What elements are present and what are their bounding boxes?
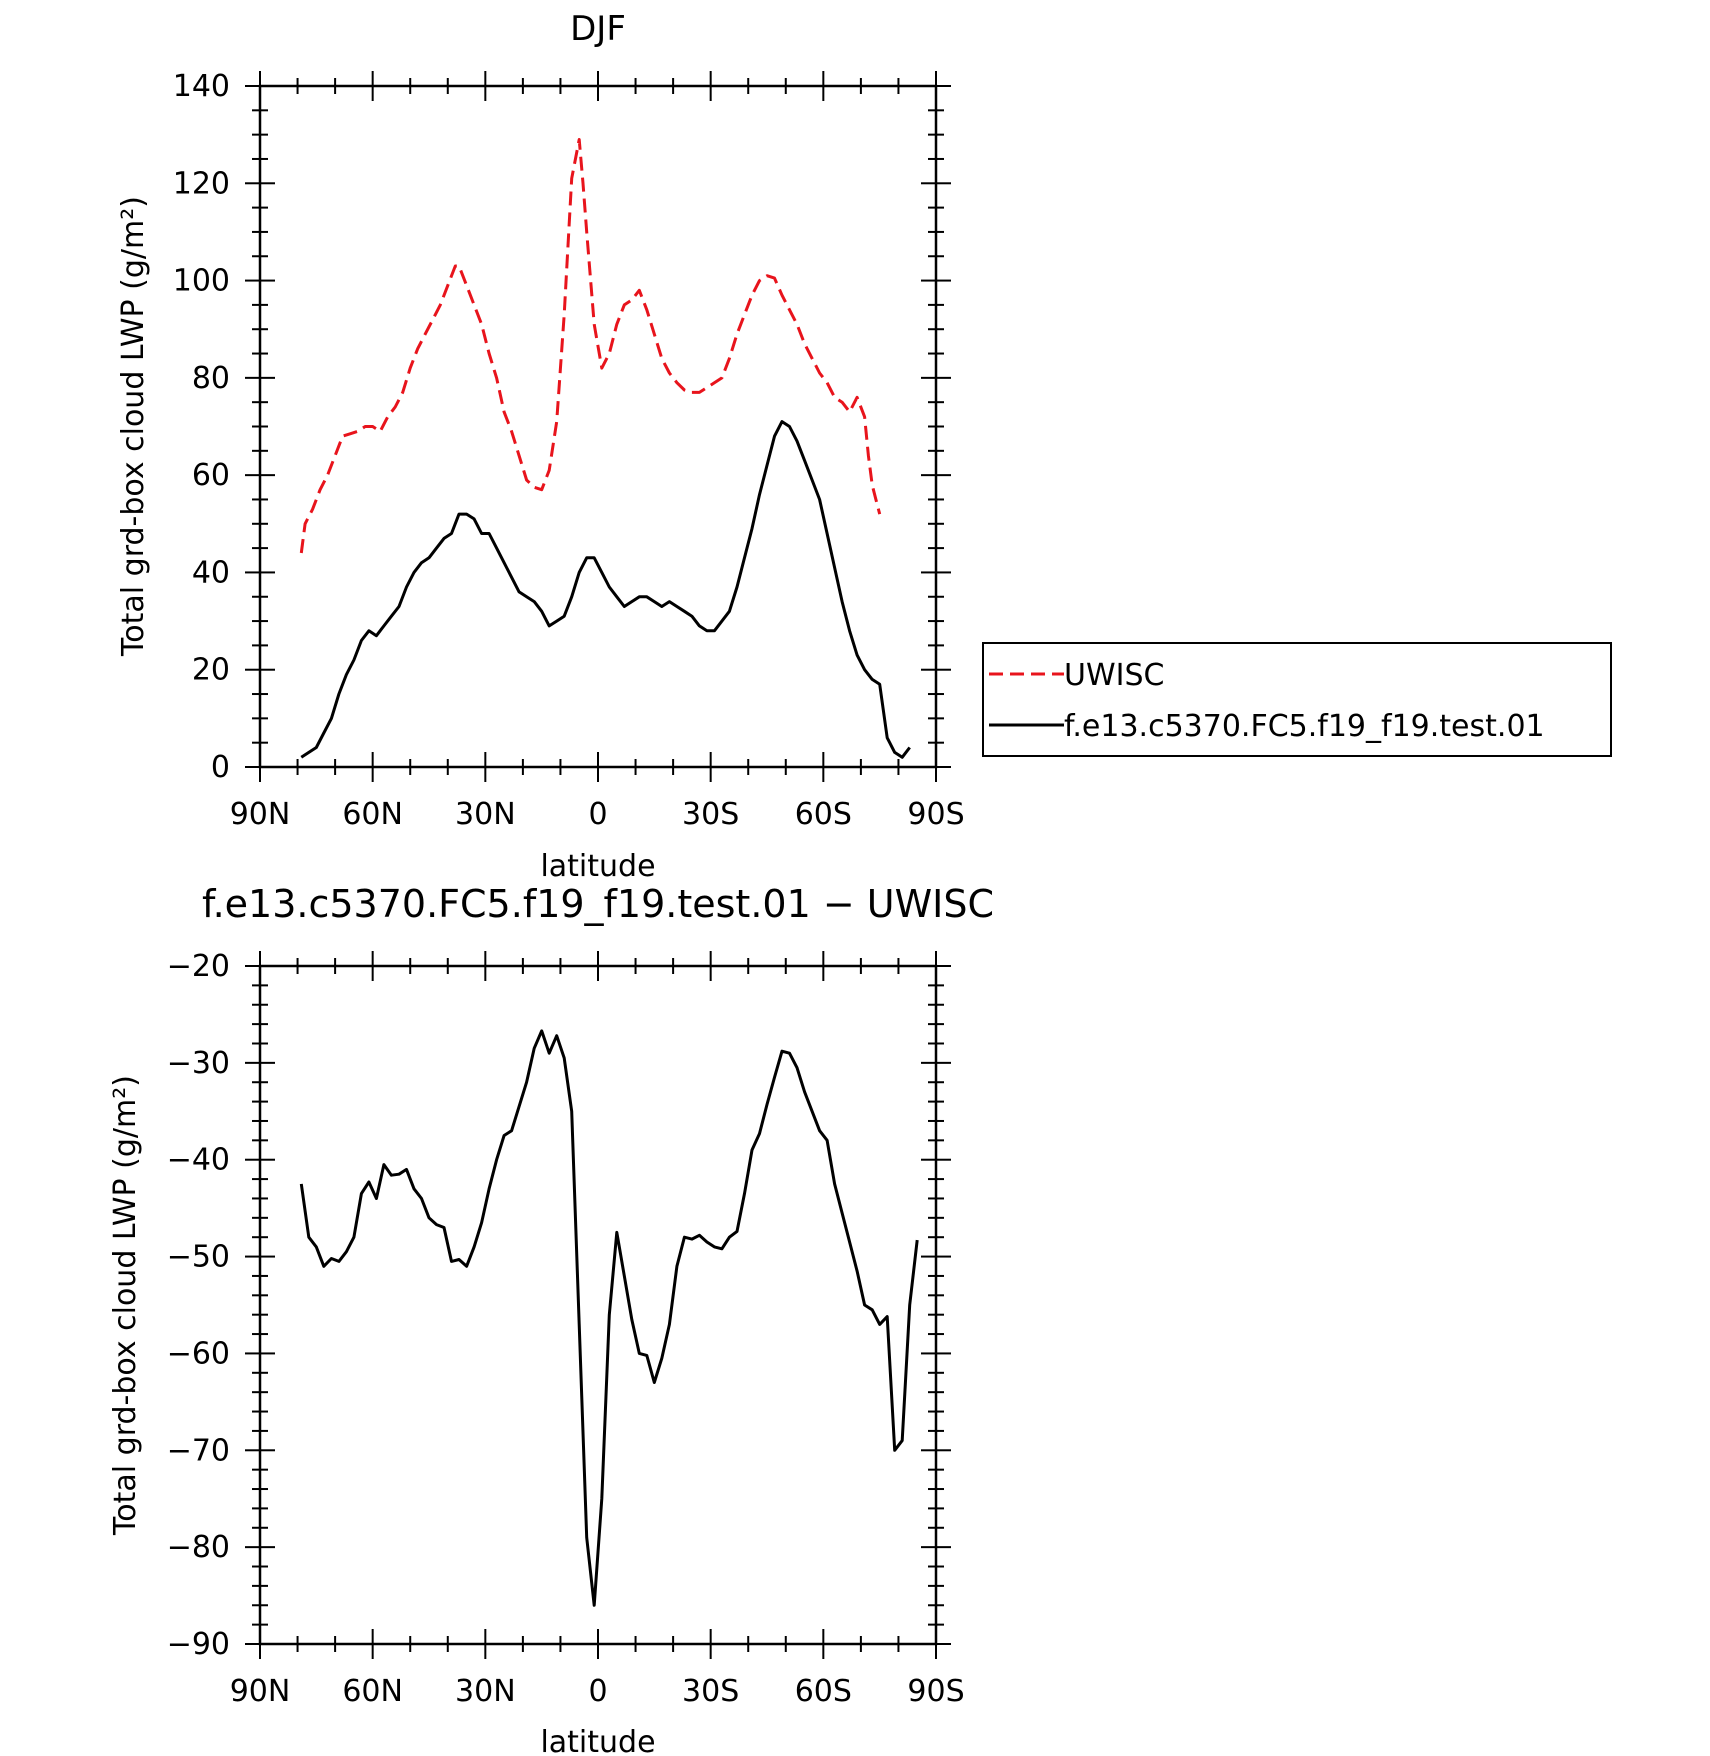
top-series <box>299 138 911 759</box>
top-x-tick-label: 60N <box>342 797 403 832</box>
top-x-axis-label: latitude <box>540 849 655 884</box>
top-y-tick-label: 20 <box>192 653 230 688</box>
top-x-tick-label: 30N <box>455 797 516 832</box>
bottom-ticks <box>245 951 951 1659</box>
top-tick-labels: 90N 60N 30N 0 30S 60S 90S 0 20 40 60 80 100 120 140 <box>173 69 965 832</box>
bottom-y-tick-label: −50 <box>167 1240 230 1275</box>
bottom-x-tick-label: 90S <box>907 1674 964 1709</box>
top-y-tick-label: 120 <box>173 166 230 201</box>
bottom-series <box>299 1029 919 1607</box>
bottom-y-tick-label: −60 <box>167 1336 230 1371</box>
top-x-tick-label: 60S <box>795 797 852 832</box>
top-y-axis-label: Total grd-box cloud LWP (g/m²) <box>116 196 151 657</box>
bottom-y-tick-label: −40 <box>167 1143 230 1178</box>
legend-label-uwisc: UWISC <box>1064 658 1164 693</box>
bottom-x-tick-label: 30S <box>682 1674 739 1709</box>
top-y-tick-label: 40 <box>192 555 230 590</box>
top-panel: DJF 90N 60N 30N 0 30S 60S 90S 0 20 40 60 80 100 120 14… <box>116 9 965 884</box>
bottom-x-tick-label: 60N <box>342 1674 403 1709</box>
bottom-chart-title: f.e13.c5370.FC5.f19_f19.test.01 − UWISC <box>202 882 994 926</box>
top-ticks <box>245 71 951 782</box>
bottom-x-axis-label: latitude <box>540 1725 655 1756</box>
bottom-y-axis-label: Total grd-box cloud LWP (g/m²) <box>108 1075 143 1536</box>
bottom-y-tick-label: −90 <box>167 1627 230 1662</box>
top-x-tick-label: 90S <box>907 797 964 832</box>
bottom-panel: f.e13.c5370.FC5.f19_f19.test.01 − UWISC … <box>108 882 994 1756</box>
bottom-y-tick-label: −20 <box>167 949 230 984</box>
top-x-tick-label: 30S <box>682 797 739 832</box>
top-x-tick-label: 90N <box>230 797 291 832</box>
bottom-series-line-0 <box>299 1029 919 1607</box>
bottom-tick-labels: 90N 60N 30N 0 30S 60S 90S −90 −80 −70 −60 −50 −40 −30… <box>167 949 965 1709</box>
bottom-x-tick-label: 30N <box>455 1674 516 1709</box>
top-y-tick-label: 140 <box>173 69 230 104</box>
top-y-tick-label: 80 <box>192 361 230 396</box>
top-series-line-0 <box>299 138 882 554</box>
bottom-y-tick-label: −70 <box>167 1433 230 1468</box>
legend-label-model: f.e13.c5370.FC5.f19_f19.test.01 <box>1064 709 1545 744</box>
top-y-tick-label: 0 <box>211 750 230 785</box>
bottom-y-tick-label: −30 <box>167 1046 230 1081</box>
top-x-tick-label: 0 <box>588 797 607 832</box>
top-series-line-1 <box>300 420 911 759</box>
legend: UWISC f.e13.c5370.FC5.f19_f19.test.01 <box>982 642 1612 757</box>
top-chart-title: DJF <box>570 9 626 49</box>
legend-box <box>982 642 1612 757</box>
bottom-x-tick-label: 0 <box>588 1674 607 1709</box>
bottom-x-tick-label: 60S <box>795 1674 852 1709</box>
top-plot-frame <box>258 84 938 769</box>
bottom-x-tick-label: 90N <box>230 1674 291 1709</box>
top-y-tick-label: 60 <box>192 458 230 493</box>
bottom-y-tick-label: −80 <box>167 1530 230 1565</box>
top-y-tick-label: 100 <box>173 264 230 299</box>
